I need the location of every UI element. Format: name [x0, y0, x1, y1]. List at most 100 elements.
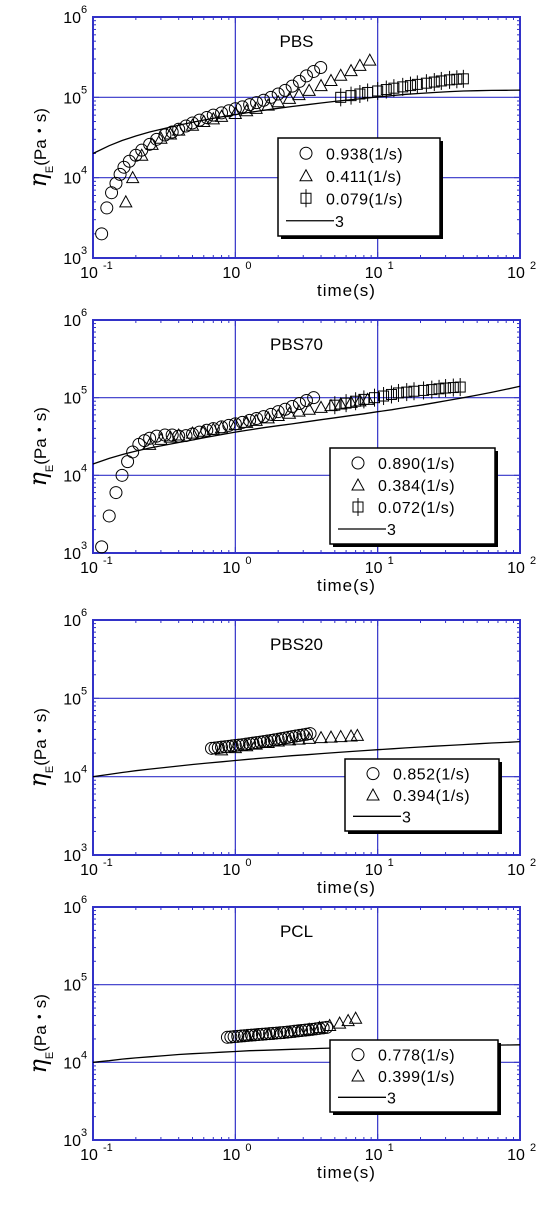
data-point-triangle: [214, 420, 229, 434]
data-point-triangle: [239, 415, 254, 428]
data-point-triangle: [312, 1020, 327, 1034]
y-tick-exponent: 6: [81, 4, 87, 16]
series-line: [92, 740, 521, 778]
data-point-circle: [259, 1027, 273, 1041]
data-point-triangle: [125, 170, 140, 184]
data-point-triangle: [314, 78, 328, 92]
data-point-circle: [150, 132, 164, 146]
legend: 0.778(1/s) 0.399(1/s) 3: [329, 1039, 501, 1115]
x-axis-label: time(s): [317, 281, 376, 300]
data-point-circle: [285, 79, 299, 93]
data-point-triangle: [154, 432, 168, 445]
x-tick-exponent: 0: [245, 555, 251, 567]
series-triangle: [214, 728, 365, 756]
x-tick-label: 10: [507, 265, 525, 282]
data-point-triangle: [261, 410, 275, 424]
data-point-circle: [243, 413, 257, 427]
data-point-circle: [200, 111, 214, 125]
x-tick-label: 10: [365, 862, 383, 879]
data-point-circle: [264, 407, 278, 421]
data-point-triangle: [351, 1068, 365, 1082]
data-point-circle: [307, 391, 321, 405]
y-tick-label: 10: [63, 978, 81, 995]
data-point-circle: [109, 176, 123, 190]
y-tick-exponent: 3: [81, 540, 87, 552]
series-line: [92, 89, 521, 155]
legend-box: [277, 137, 441, 237]
x-tick-label: 10: [507, 1147, 525, 1164]
data-point-triangle: [333, 729, 348, 743]
legend-label: 0.852(1/s): [393, 767, 470, 784]
y-tick-label: 10: [63, 900, 81, 917]
data-point-circle: [278, 402, 292, 416]
series-circle: [204, 727, 317, 755]
data-point-triangle: [185, 118, 200, 131]
data-point-circle: [165, 125, 179, 139]
x-tick-exponent: -1: [103, 260, 113, 272]
data-point-triangle: [299, 168, 313, 182]
y-tick-label: 10: [63, 251, 81, 268]
data-point-circle: [238, 1029, 252, 1043]
chart-title: PBS70: [270, 335, 323, 354]
data-point-triangle: [282, 406, 297, 419]
y-tick-label: 10: [63, 1133, 81, 1150]
plot-frame: [92, 906, 521, 1141]
data-point-circle: [235, 100, 249, 114]
chart-title: PBS: [279, 32, 313, 51]
x-tick-exponent: 0: [245, 1142, 251, 1154]
y-tick-exponent: 5: [81, 972, 87, 984]
x-tick-exponent: 0: [245, 260, 251, 272]
data-point-triangle: [282, 91, 297, 104]
data-point-triangle: [353, 58, 367, 71]
y-axis-label: ηE(Pa・s): [24, 708, 56, 787]
data-point-triangle: [324, 73, 338, 87]
legend-label: 3: [387, 522, 396, 539]
data-point-circle: [215, 740, 229, 754]
legend-label: 0.890(1/s): [378, 456, 455, 473]
data-point-circle: [241, 1028, 255, 1042]
data-point-circle: [165, 428, 179, 442]
data-point-triangle: [302, 731, 316, 744]
series-triangle: [239, 1011, 363, 1042]
y-tick-exponent: 6: [81, 894, 87, 906]
data-point-triangle: [261, 1027, 275, 1040]
data-point-triangle: [228, 417, 243, 431]
x-tick-label: 10: [80, 560, 98, 577]
data-point-circle: [314, 61, 328, 75]
y-tick-exponent: 3: [81, 842, 87, 854]
data-point-triangle: [271, 408, 286, 421]
data-point-triangle: [145, 137, 159, 150]
y-tick-exponent: 4: [81, 1049, 87, 1061]
data-point-circle: [218, 740, 232, 754]
data-point-triangle: [322, 1018, 337, 1032]
data-point-triangle: [206, 422, 221, 435]
data-point-circle: [280, 1025, 294, 1039]
data-point-circle: [316, 1021, 330, 1035]
legend-label: 0.079(1/s): [326, 191, 403, 208]
data-point-triangle: [239, 738, 254, 752]
y-tick-label: 10: [63, 613, 81, 630]
data-point-triangle: [362, 53, 377, 66]
data-point-circle: [366, 767, 380, 781]
data-point-circle: [299, 146, 313, 160]
data-point-triangle: [185, 426, 200, 439]
data-point-circle: [250, 411, 264, 425]
data-point-circle: [220, 1030, 234, 1044]
plot-frame: [92, 16, 521, 259]
series-triangle: [142, 392, 375, 450]
data-point-circle: [250, 96, 264, 110]
x-tick-exponent: 2: [530, 1142, 536, 1154]
x-tick-label: 10: [80, 265, 98, 282]
data-point-circle: [351, 456, 365, 470]
data-point-circle: [299, 393, 313, 407]
data-point-circle: [143, 431, 157, 445]
x-axis-label: time(s): [317, 1163, 376, 1182]
data-point-triangle: [302, 1022, 316, 1035]
y-tick-label: 10: [63, 691, 81, 708]
data-point-circle: [292, 397, 306, 411]
y-tick-exponent: 5: [81, 84, 87, 96]
data-point-triangle: [214, 742, 229, 756]
x-tick-exponent: -1: [103, 1142, 113, 1154]
